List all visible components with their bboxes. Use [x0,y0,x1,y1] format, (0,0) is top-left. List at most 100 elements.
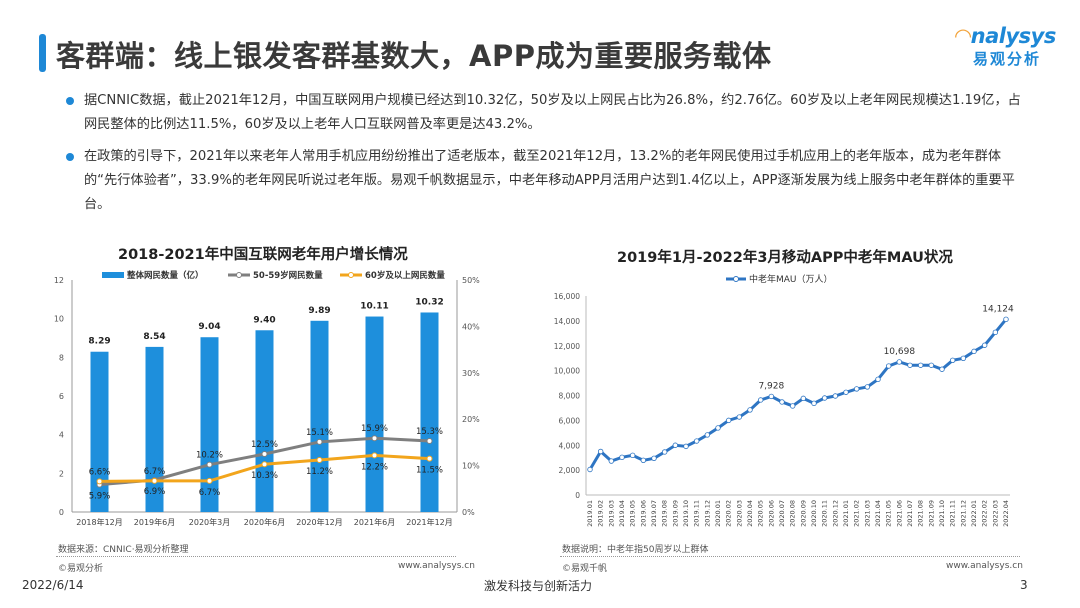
data-point [608,458,615,464]
page-number: 3 [1020,578,1028,592]
data-point [768,393,775,400]
data-point [811,400,817,407]
x-tick-label: 2019.08 [661,500,669,527]
data-point [704,432,711,438]
y-tick-label: 0 [575,491,580,500]
x-tick-label: 2020.02 [725,500,733,527]
x-tick-label: 2022.04 [1002,500,1010,527]
x-tick-label: 2019.07 [650,500,658,527]
data-point [96,478,103,485]
left-source: 数据来源：CNNIC·易观分析整理 [58,545,189,555]
x-tick-label: 2020年6月 [244,517,285,527]
y-tick-label: 2,000 [559,466,581,475]
data-point [736,414,743,420]
bar [90,351,109,512]
x-tick-label: 2021.09 [927,500,935,527]
line-value-label: 15.3% [416,427,443,437]
data-point [907,362,913,368]
x-tick-label: 2019.09 [671,500,679,527]
data-point [1003,316,1009,323]
y-tick-label: 6 [59,392,64,401]
data-point [853,386,860,392]
legend-marker [236,272,242,278]
line-value-label: 6.7% [199,488,221,498]
data-point [206,477,213,484]
data-annotation: 10,698 [884,347,916,357]
x-tick-label: 2020.09 [799,500,807,527]
x-tick-label: 2020.12 [831,500,839,527]
data-point [371,435,378,442]
line-value-label: 11.2% [306,467,333,477]
y-tick-label: 4 [59,431,64,440]
y-tick-label: 10,000 [554,367,580,376]
line-value-label: 6.7% [144,467,166,477]
y-tick-label: 6,000 [559,416,581,425]
data-point [316,457,323,464]
mau-line-chart: 0 2,000 4,000 6,000 8,000 10,000 12,000 14,000 1… [554,273,1014,527]
x-tick-label: 2018年12月 [76,517,123,527]
bar-value-label: 9.89 [308,306,330,316]
line-value-label: 15.9% [361,424,388,434]
line-value-label: 15.1% [306,428,333,438]
y-tick-label: 12 [54,276,64,285]
x-tick-label: 2020年3月 [189,517,230,527]
internet-elderly-users-chart: 0 2 4 6 8 10 12 0% 10% 20% 30% 40% 50% 8.29 2018年12月 8.… [54,270,480,527]
y-tick-label: 8 [59,353,64,362]
right-chart-title: 2019年1月-2022年3月移动APP中老年MAU状况 [617,250,953,266]
legend-label: 60岁及以上网民数量 [365,270,445,281]
x-tick-label: 2021.12 [959,500,967,527]
data-point [371,452,378,459]
data-annotation: 14,124 [982,304,1014,314]
x-tick-label: 2019.06 [639,500,647,527]
x-tick-label: 2021.03 [863,500,871,527]
data-point [619,454,625,461]
legend-label: 50-59岁网民数量 [253,270,323,281]
x-tick-label: 2020.07 [778,500,786,527]
x-tick-label: 2019.02 [597,500,605,527]
x-tick-label: 2019年6月 [134,517,175,527]
y-tick-label: 14,000 [554,317,580,326]
data-point [800,395,807,402]
data-point [843,389,849,395]
footer-date: 2022/6/14 [22,578,84,592]
bar [365,316,384,512]
line-value-label: 5.9% [89,492,111,502]
x-tick-label: 2020.01 [714,500,722,527]
line-value-label: 6.9% [144,487,166,497]
data-point [949,357,956,364]
data-point [821,395,828,401]
x-tick-label: 2019.11 [693,500,701,527]
x-tick-label: 2022.03 [991,500,999,527]
data-point [693,438,700,444]
data-point [640,457,647,463]
data-point [747,407,753,413]
left-chart-title: 2018-2021年中国互联网老年用户增长情况 [118,247,408,263]
x-tick-label: 2021.10 [938,500,946,527]
bar-value-label: 10.32 [415,297,443,307]
right-note: 数据说明：中老年指50周岁以上群体 [562,545,709,555]
data-point [661,449,668,455]
data-point [875,376,881,383]
x-tick-label: 2021.04 [874,500,882,527]
data-point [715,425,721,431]
bar [200,337,219,512]
x-tick-label: 2020.06 [767,500,775,527]
bar [145,346,164,512]
data-point [426,438,433,445]
line-value-label: 10.2% [196,451,223,461]
y-tick-label: 8,000 [559,392,581,401]
y2-tick-label: 40% [462,322,480,331]
bar [310,320,329,512]
data-point [151,477,158,484]
bar [255,330,274,512]
y2-tick-label: 50% [462,276,480,285]
data-point [316,438,323,445]
x-tick-label: 2020.08 [789,500,797,527]
data-point [651,455,657,462]
x-tick-label: 2019.10 [682,500,690,527]
right-copyright: ©易观千帆 [562,564,608,574]
x-tick-label: 2021年6月 [354,517,395,527]
x-tick-label: 2021.11 [949,500,957,527]
x-tick-label: 2019.05 [629,500,637,527]
divider [560,556,1020,557]
